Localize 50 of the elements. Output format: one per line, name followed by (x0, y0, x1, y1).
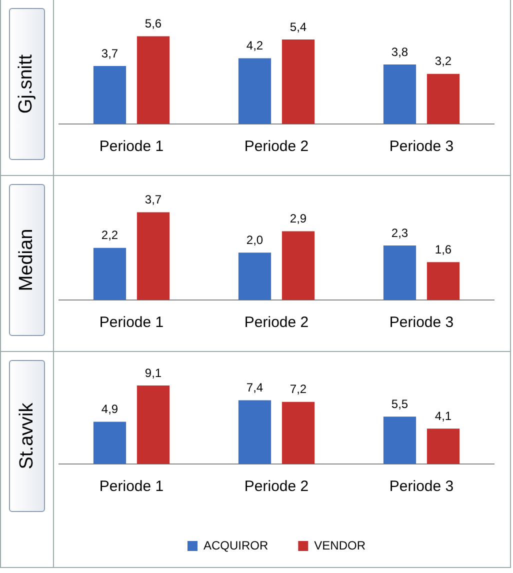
bar (383, 245, 416, 300)
x-tick-label: Periode 2 (244, 314, 309, 332)
bar (93, 248, 126, 300)
data-label: 2,3 (391, 226, 408, 240)
x-tick-label: Periode 1 (99, 314, 164, 332)
bar (383, 64, 416, 124)
bar (282, 402, 315, 464)
x-tick-label: Periode 3 (389, 314, 454, 332)
data-label: 5,6 (144, 16, 162, 31)
data-label: 9,1 (144, 366, 162, 380)
data-label: 3,7 (101, 46, 118, 60)
data-label: 4,1 (434, 408, 452, 423)
x-tick-label: Periode 3 (389, 138, 454, 156)
y-axis-title: Median (16, 228, 38, 292)
bar (136, 386, 170, 464)
y-axis-title: Gj.snitt (16, 54, 38, 114)
data-label: 4,9 (101, 402, 118, 416)
x-tick-label: Periode 3 (389, 478, 454, 496)
bar (136, 36, 170, 124)
data-label: 4,2 (246, 38, 264, 53)
bar (93, 422, 126, 464)
data-label: 5,4 (290, 20, 307, 34)
legend-label: ACQUIROR (203, 538, 268, 552)
legend-label: VENDOR (314, 538, 366, 552)
data-label: 2,9 (290, 212, 307, 226)
bar (238, 252, 272, 300)
bar (238, 58, 272, 124)
bar (93, 66, 126, 124)
y-axis-title: St.avvik (16, 402, 38, 470)
data-label: 1,6 (434, 242, 452, 256)
bar (238, 400, 272, 464)
x-tick-label: Periode 2 (244, 138, 309, 156)
data-label: 2,0 (246, 232, 264, 247)
data-label: 3,7 (144, 192, 162, 207)
bar (282, 231, 315, 300)
data-label: 5,5 (391, 396, 408, 411)
data-label: 7,4 (246, 380, 264, 395)
bar (383, 416, 416, 464)
bar (426, 428, 460, 464)
x-tick-label: Periode 1 (99, 138, 164, 156)
bar (282, 39, 315, 124)
bar (426, 262, 460, 300)
data-label: 7,2 (290, 382, 307, 396)
x-tick-label: Periode 2 (244, 478, 309, 496)
x-tick-label: Periode 1 (99, 478, 164, 496)
bar (426, 74, 460, 124)
data-label: 2,2 (101, 228, 118, 242)
data-label: 3,8 (391, 44, 408, 59)
bar (136, 212, 170, 300)
data-label: 3,2 (434, 54, 452, 68)
